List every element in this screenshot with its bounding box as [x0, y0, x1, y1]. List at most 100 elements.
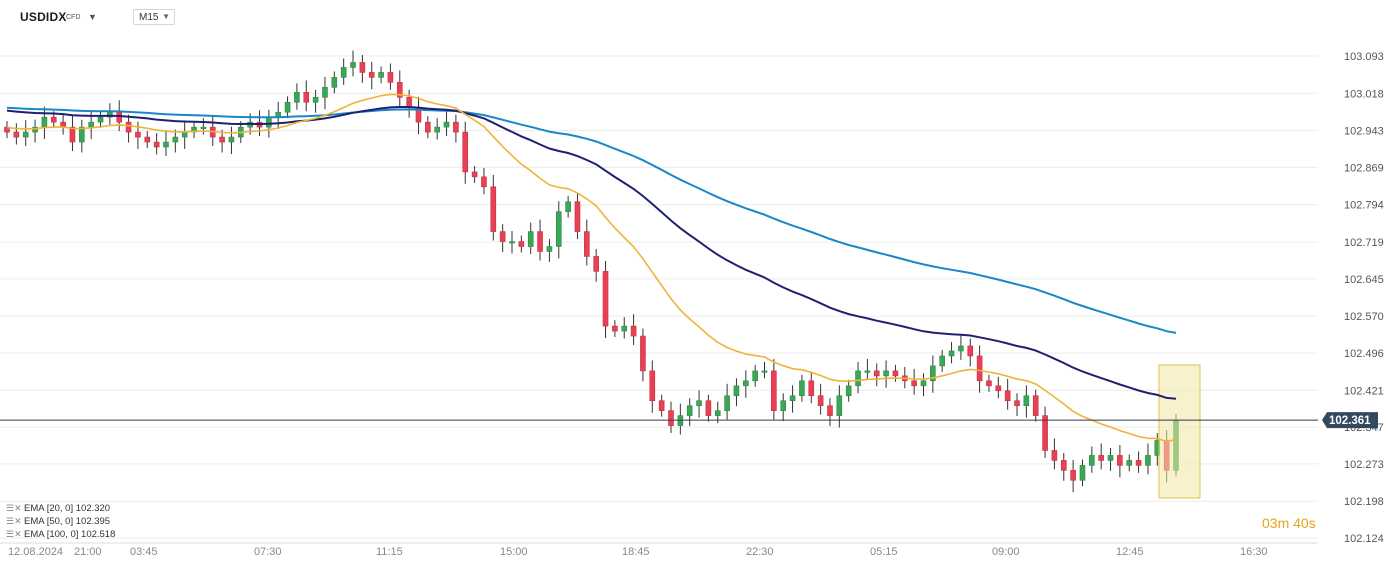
candle-down	[219, 136, 225, 143]
candle-up	[1126, 460, 1133, 466]
candle-down	[481, 176, 487, 188]
candle-down	[1135, 460, 1142, 466]
y-tick-label: 102.496	[1344, 348, 1384, 360]
y-tick-label: 102.198	[1344, 496, 1384, 508]
candle-down	[303, 92, 310, 103]
candle-down	[658, 400, 665, 411]
candle-down	[817, 395, 824, 406]
candle-down	[69, 126, 76, 143]
candle-up	[948, 350, 955, 357]
legend-label: EMA [100, 0] 102.518	[24, 529, 116, 540]
candle-up	[733, 385, 740, 397]
chevron-down-icon: ▼	[162, 12, 170, 21]
candle-down	[668, 410, 674, 426]
candle-down	[153, 141, 160, 148]
candle-up	[724, 395, 730, 411]
candle-down	[649, 370, 656, 402]
x-tick-label: 11:15	[376, 546, 403, 558]
symbol-dropdown-icon[interactable]: ▼	[88, 12, 97, 22]
x-tick-label: 16:30	[1240, 546, 1268, 558]
candle-up	[920, 380, 927, 387]
y-tick-label: 102.943	[1344, 126, 1384, 138]
candle-down	[640, 335, 646, 372]
candle-up	[331, 77, 338, 88]
candle-down	[574, 201, 581, 232]
candle-down	[986, 380, 992, 387]
x-tick-label: 12.08.2024	[8, 546, 63, 558]
candle-up	[621, 325, 628, 332]
candle-down	[976, 355, 983, 382]
y-tick-label: 102.570	[1344, 311, 1384, 323]
candle-up	[696, 400, 702, 406]
candle-up	[789, 395, 796, 402]
x-tick-label: 07:30	[254, 546, 282, 558]
symbol-name[interactable]: USDIDX	[20, 10, 67, 24]
candle-up	[743, 380, 749, 387]
candle-up	[546, 246, 553, 252]
candle-down	[1117, 455, 1123, 466]
candle-down	[135, 131, 141, 138]
indicator-settings-icon[interactable]: ☰✕	[6, 529, 22, 539]
candle-countdown: 03m 40s	[1262, 515, 1316, 531]
candle-up	[284, 101, 291, 113]
candle-down	[125, 121, 132, 133]
candle-up	[22, 131, 29, 138]
candle-down	[602, 271, 609, 327]
y-tick-label: 102.645	[1344, 274, 1384, 286]
candle-down	[808, 380, 815, 397]
candle-up	[714, 410, 721, 416]
x-tick-label: 21:00	[74, 546, 102, 558]
candle-down	[425, 121, 431, 133]
y-tick-label: 102.273	[1344, 459, 1384, 471]
candle-down	[4, 126, 10, 133]
candle-up	[172, 136, 179, 143]
candle-up	[855, 370, 861, 387]
timeframe-select[interactable]: M15 ▼	[133, 9, 175, 25]
candle-up	[1079, 465, 1086, 481]
candle-up	[752, 370, 758, 382]
candle-down	[537, 231, 543, 252]
candle-up	[322, 87, 328, 98]
candle-up	[1145, 455, 1151, 466]
candle-down	[368, 72, 375, 78]
candle-down	[453, 121, 459, 133]
y-tick-label: 102.869	[1344, 162, 1384, 174]
candle-up	[686, 405, 693, 416]
candle-down	[1004, 390, 1011, 402]
candle-down	[462, 131, 469, 173]
ema20-line	[6, 93, 1177, 443]
candle-up	[509, 241, 515, 244]
candle-up	[527, 231, 534, 247]
candle-down	[873, 370, 880, 377]
candle-down	[612, 325, 618, 332]
candle-down	[387, 72, 394, 83]
candle-down	[1060, 460, 1067, 471]
candle-down	[705, 400, 712, 416]
y-tick-label: 102.794	[1344, 200, 1384, 212]
candle-down	[584, 231, 590, 257]
indicator-legend: ☰✕ EMA [20, 0] 102.320 ☰✕ EMA [50, 0] 102.…	[6, 502, 115, 541]
x-tick-label: 15:00	[500, 546, 528, 558]
candle-up	[883, 370, 889, 377]
candle-up	[97, 116, 104, 123]
candle-up	[294, 92, 300, 103]
candle-up	[1107, 455, 1114, 461]
candle-down	[518, 241, 525, 247]
candle-up	[88, 121, 94, 128]
candle-down	[1098, 455, 1104, 461]
candle-up	[930, 365, 936, 382]
candle-down	[911, 380, 917, 387]
candle-up	[228, 136, 235, 143]
x-tick-label: 18:45	[622, 546, 650, 558]
ema100-line	[6, 106, 1177, 334]
indicator-settings-icon[interactable]: ☰✕	[6, 516, 22, 526]
indicator-settings-icon[interactable]: ☰✕	[6, 503, 22, 513]
candle-up	[939, 355, 946, 367]
candle-up	[163, 141, 169, 148]
legend-label: EMA [20, 0] 102.320	[24, 503, 111, 514]
candle-down	[144, 136, 151, 143]
candle-down	[1042, 415, 1048, 451]
candle-up	[845, 385, 852, 397]
candle-down	[771, 370, 777, 411]
